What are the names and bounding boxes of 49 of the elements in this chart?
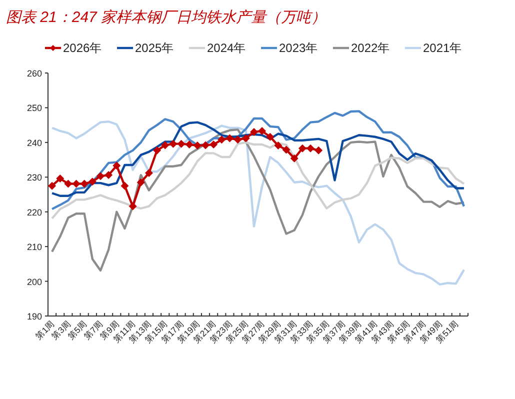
point [185,140,194,149]
legend-label: 2023年 [279,41,318,55]
point [314,146,323,154]
legend-label: 2025年 [135,41,174,55]
point [250,128,258,136]
point [96,172,104,180]
point [104,171,113,180]
point [242,134,250,142]
point [290,154,298,162]
point [48,182,56,190]
point [64,180,72,188]
point [298,144,306,152]
y-tick-label: 250 [26,103,42,114]
point [153,146,162,154]
point [161,141,170,150]
point [226,134,234,142]
legend-label: 2026年 [63,41,102,55]
point [234,136,242,144]
point [306,144,314,152]
point [193,142,202,150]
point [136,178,145,186]
point [218,136,226,144]
y-tick-label: 260 [26,68,42,78]
point [72,180,80,188]
point [80,180,88,188]
point [144,168,153,177]
point [88,178,96,186]
point [266,132,274,141]
point [210,140,218,149]
point [128,202,137,210]
point [169,140,178,148]
y-tick-label: 190 [26,312,42,322]
legend-label: 2021年 [423,41,462,55]
legend-label: 2024年 [207,41,246,55]
point [177,140,186,148]
y-tick-label: 200 [26,276,42,287]
point [282,146,290,154]
point [120,182,129,190]
y-tick-label: 230 [26,172,42,183]
point [274,142,282,150]
point [202,141,210,150]
point [56,174,64,183]
y-tick-label: 240 [26,138,42,148]
point [258,126,266,135]
y-tick-label: 220 [26,207,42,218]
title: 图表 21：247 家样本钢厂日均铁水产量（万吨） [6,9,326,26]
legend-label: 2022年 [351,41,390,55]
y-tick-label: 210 [26,242,42,252]
point [112,162,121,170]
